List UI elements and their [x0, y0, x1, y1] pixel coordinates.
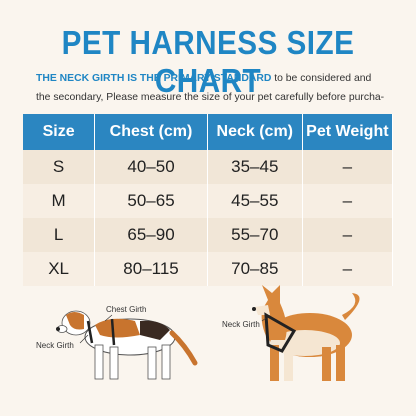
table-cell: 70–85 [207, 252, 303, 286]
table-cell: 40–50 [94, 150, 208, 184]
table-cell: 80–115 [94, 252, 208, 286]
table-row: S 40–50 35–45– [23, 150, 394, 184]
column-header: Pet Weight [302, 114, 394, 150]
table-cell: 50–65 [94, 184, 208, 218]
label: Chest Girth [106, 305, 146, 314]
table-row: XL 80–115 70–85– [23, 252, 394, 286]
table-cell: – [302, 184, 394, 218]
table-row: M 50–65 45–55– [23, 184, 394, 218]
table-cell: – [302, 252, 394, 286]
intro: THE NECK GIRTH IS THE PRIMARY STANDARD t… [36, 69, 388, 107]
column-header: Neck (cm) [207, 114, 303, 150]
intro-highlight: THE NECK GIRTH IS THE PRIMARY STANDARD [36, 73, 272, 84]
table-cell: 65–90 [94, 218, 208, 252]
dog-left [56, 310, 198, 380]
table-cell: 35–45 [207, 150, 303, 184]
size-table: Size Chest (cm) Neck (cm) Pet Weight S 40… [23, 114, 394, 286]
dog-right [252, 285, 360, 381]
table-cell: XL [23, 252, 96, 286]
title: PET HARNESS SIZE CHART [61, 24, 355, 99]
table-row: L 65–90 55–70– [23, 218, 394, 252]
table-cell: L [23, 218, 96, 252]
table-cell: S [23, 150, 96, 184]
table-cell: 55–70 [207, 218, 303, 252]
illustrations: Chest Girth Neck Girth Neck Girth [36, 285, 360, 381]
table-cell: M [23, 184, 96, 218]
column-header: Chest (cm) [94, 114, 208, 150]
column-header: Size [23, 114, 96, 150]
label: Neck Girth [222, 320, 260, 329]
label: Neck Girth [36, 341, 74, 350]
table-cell: 45–55 [207, 184, 303, 218]
table-cell: – [302, 218, 394, 252]
intro-text: to be considered and the secondary, Plea… [36, 73, 385, 103]
table-cell: – [302, 150, 394, 184]
